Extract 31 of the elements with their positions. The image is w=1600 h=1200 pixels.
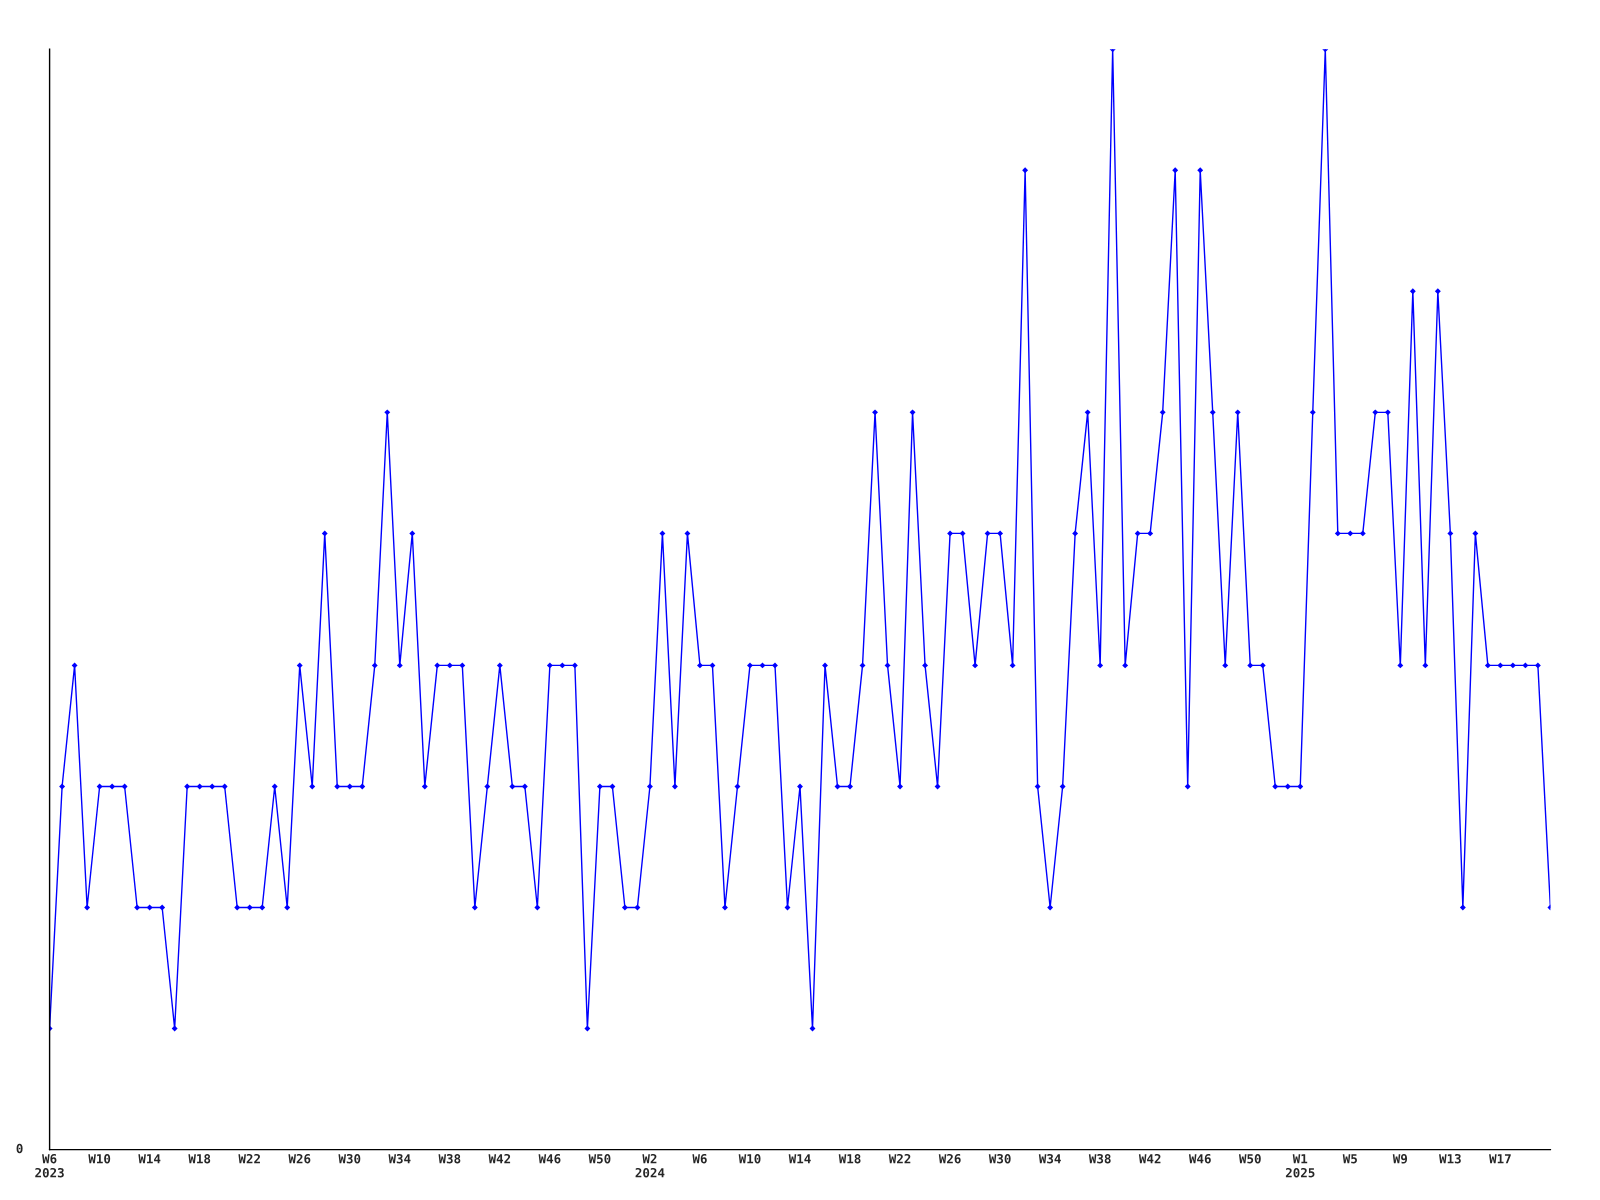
x-tick-label: W26 xyxy=(288,1153,311,1164)
x-tick-label: W5 xyxy=(1342,1154,1357,1164)
x-tick-label: W46 xyxy=(1188,1154,1211,1164)
x-tick-label: W10 xyxy=(738,1153,761,1164)
x-tick-label: W17 xyxy=(1489,1154,1511,1164)
x-tick-label: W34 xyxy=(388,1153,411,1164)
x-tick-label: W18 xyxy=(838,1153,861,1164)
x-tick-label: W42 xyxy=(488,1153,511,1164)
x-tick-label: W26 xyxy=(938,1153,961,1164)
x-tick-label: W14 xyxy=(788,1154,811,1164)
x-tick-label: W38 xyxy=(438,1153,461,1164)
x-tick-label: W50 xyxy=(1238,1153,1261,1164)
x-tick-label: W18 xyxy=(188,1153,211,1164)
x-tick-label: W30 xyxy=(988,1153,1011,1164)
x-tick-label: W42 xyxy=(1138,1153,1161,1164)
x-tick-label: W30 xyxy=(338,1153,361,1164)
x-tick-label: W22 xyxy=(238,1153,260,1164)
x-tick-label: W9 xyxy=(1392,1154,1408,1164)
x-tick-label: W38 xyxy=(1088,1153,1111,1164)
x-tick-label: W6 2023 xyxy=(35,1154,64,1178)
x-tick-label: W2 2024 xyxy=(635,1153,665,1178)
x-tick-label: W14 xyxy=(138,1154,161,1164)
text: 0 xyxy=(16,1143,23,1154)
x-tick-label: W22 xyxy=(888,1153,911,1164)
x-tick-label: W10 xyxy=(88,1153,111,1164)
x-tick-label: W50 xyxy=(588,1153,611,1164)
x-tick-label: W13 xyxy=(1439,1153,1461,1164)
x-tick-label: W46 xyxy=(538,1154,561,1164)
x-tick-label: W34 xyxy=(1038,1153,1061,1164)
x-tick-label: W6 xyxy=(692,1154,707,1164)
x-tick-label: W1 2025 xyxy=(1285,1154,1315,1178)
